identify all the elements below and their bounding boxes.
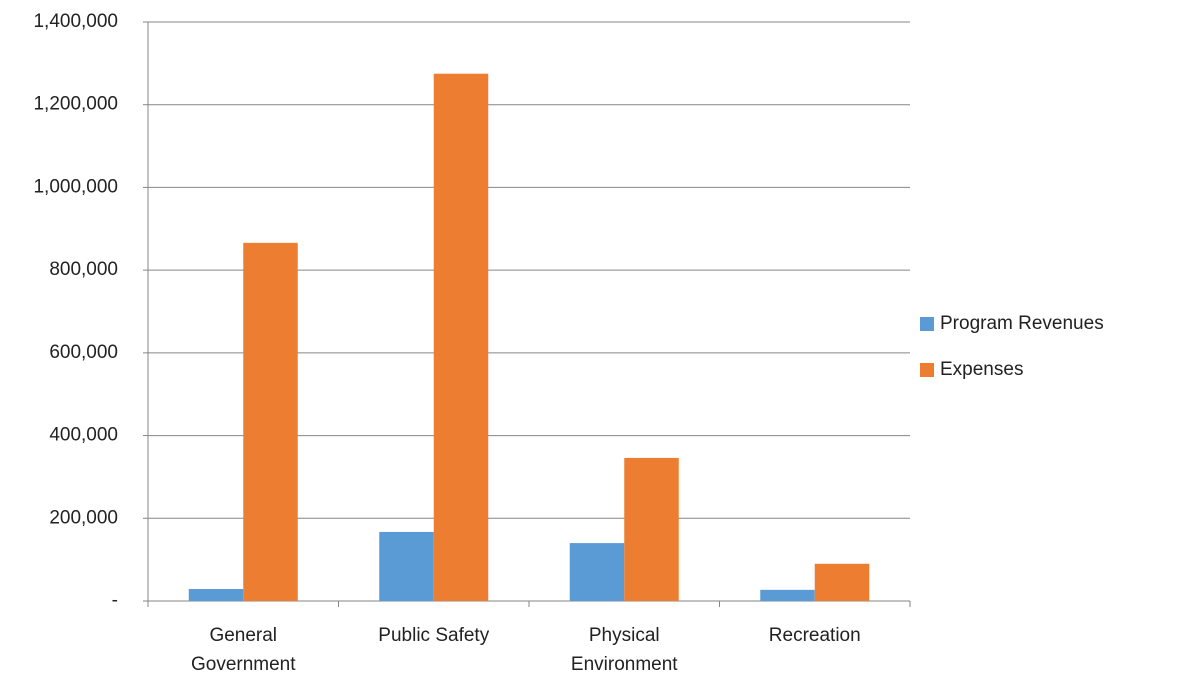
bar (569, 543, 625, 601)
legend-swatch (920, 317, 934, 331)
bar (433, 73, 489, 602)
legend-label: Expenses (940, 359, 1023, 380)
y-tick-label: 1,200,000 (33, 94, 118, 115)
x-tick-label: Physical Environment (571, 625, 678, 675)
y-tick-label: 800,000 (49, 259, 118, 280)
bar (760, 589, 815, 601)
x-tick-label: Recreation (769, 625, 861, 646)
legend-swatch (920, 363, 934, 377)
bar (243, 242, 298, 601)
bar (624, 457, 679, 601)
bar (188, 589, 244, 601)
y-tick-label: 1,000,000 (33, 176, 118, 197)
y-tick-label: 400,000 (49, 425, 118, 446)
y-tick-label: 200,000 (49, 507, 118, 528)
bar (379, 531, 434, 601)
y-tick-label: 600,000 (49, 342, 118, 363)
bar (814, 563, 870, 601)
x-tick-label: Public Safety (378, 625, 489, 646)
x-tick-label: General Government (191, 625, 296, 675)
y-tick-label: - (112, 590, 118, 611)
y-tick-label: 1,400,000 (33, 11, 118, 32)
legend-label: Program Revenues (940, 313, 1104, 334)
